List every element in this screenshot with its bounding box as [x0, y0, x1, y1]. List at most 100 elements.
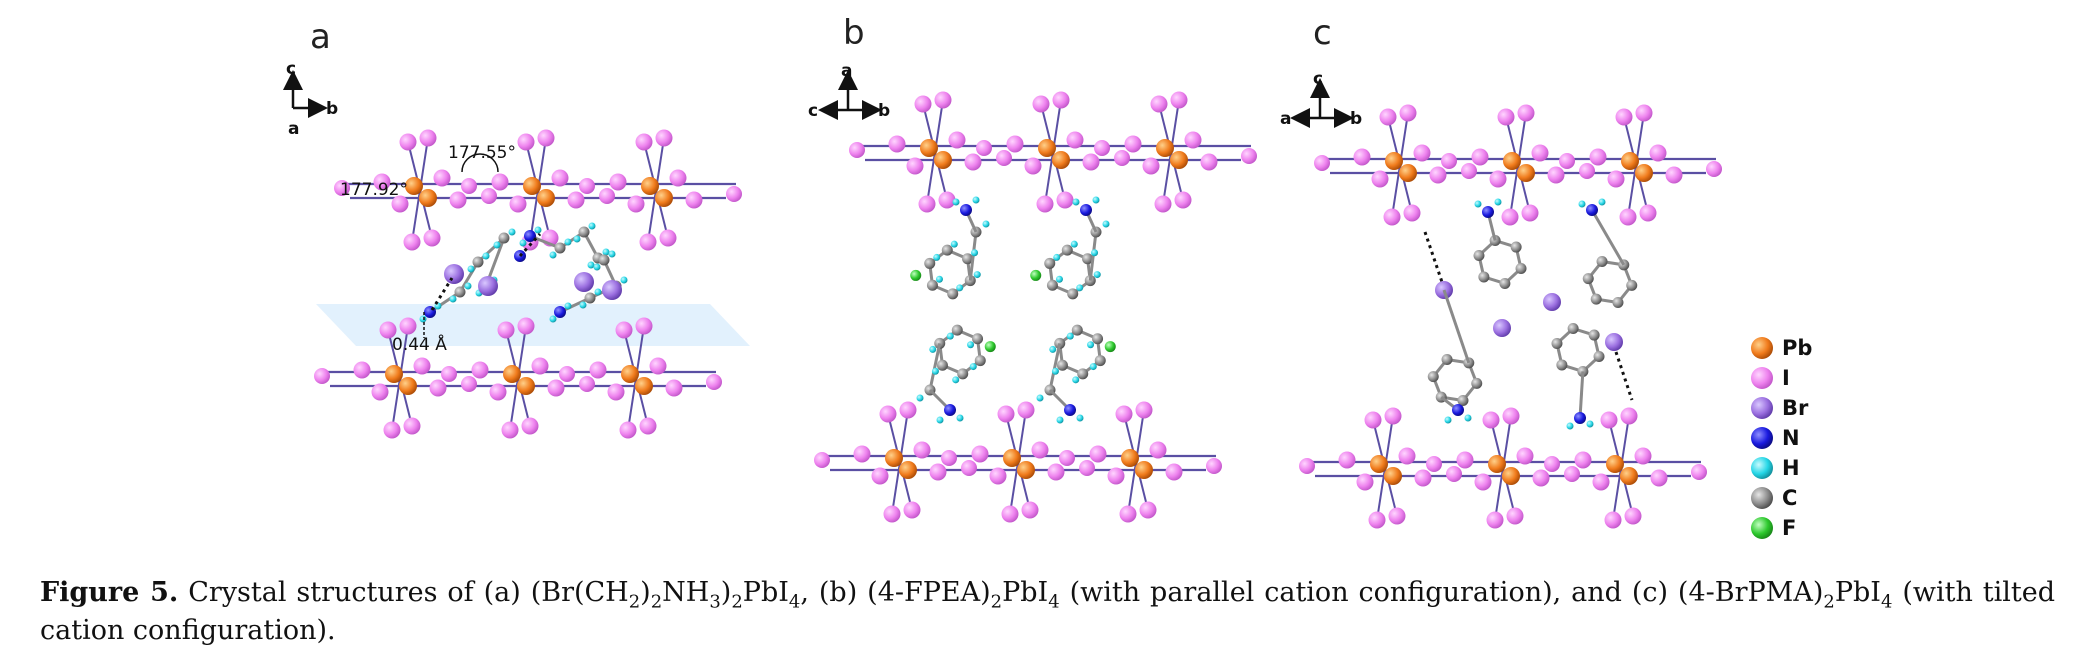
iodine-atom	[1135, 401, 1153, 419]
iodine-atom	[1364, 411, 1382, 429]
iodine-atom	[635, 133, 653, 151]
hydrogen-atom	[916, 394, 924, 402]
carbon-atom	[941, 244, 953, 256]
iodine-atom	[918, 195, 936, 213]
carbon-atom	[1427, 371, 1439, 383]
bromine-atom	[1605, 333, 1623, 351]
iodine-atom	[929, 463, 947, 481]
carbon-atom	[578, 226, 590, 238]
axis-c-up: c	[1313, 69, 1323, 89]
legend-label-i: I	[1782, 366, 1790, 390]
lead-atom	[885, 449, 903, 467]
lead-atom	[537, 189, 555, 207]
hydrogen-atom	[1056, 416, 1064, 424]
caption-subscript: 4	[1880, 591, 1893, 613]
lead-atom	[517, 377, 535, 395]
iodine-atom	[599, 188, 615, 204]
hydrogen-atom	[929, 345, 937, 353]
iodine-atom	[461, 178, 477, 194]
hydrogen-atom	[1036, 394, 1044, 402]
iodine-atom	[639, 233, 657, 251]
hydrogen-atom	[1070, 240, 1078, 248]
caption-subscript: 2	[650, 591, 663, 613]
iodine-atom	[1149, 441, 1167, 459]
iodine-atom	[461, 376, 477, 392]
chain-bond	[1578, 371, 1585, 419]
nitrogen-atom	[524, 230, 536, 242]
iodine-atom	[391, 195, 409, 213]
nitrogen-atom	[944, 404, 956, 416]
hydrogen-atom	[933, 253, 941, 261]
iodine-atom	[669, 169, 687, 187]
iodine-atom	[659, 229, 677, 247]
hydrogen-atom	[946, 332, 954, 340]
chain-bond	[429, 290, 461, 314]
hydrogen-atom	[1578, 200, 1586, 208]
iodine-atom	[314, 368, 330, 384]
iodine-atom	[1066, 131, 1084, 149]
carbon-atom	[951, 324, 963, 336]
hydrogen-atom	[608, 250, 616, 258]
hydrogen-atom	[482, 252, 490, 260]
lead-atom	[621, 365, 639, 383]
iodine-atom	[1384, 407, 1402, 425]
iodine-atom	[521, 417, 539, 435]
iodine-atom	[1650, 469, 1668, 487]
iodine-atom	[1338, 451, 1356, 469]
iodine-atom	[639, 417, 657, 435]
iodine-atom	[371, 383, 389, 401]
iodine-atom	[1371, 170, 1389, 188]
iodine-atom	[814, 452, 830, 468]
iodine-atom	[1489, 170, 1507, 188]
nitrogen-atom	[554, 306, 566, 318]
iodine-atom	[961, 460, 977, 476]
iodine-atom	[497, 321, 515, 339]
fluorine-atom	[1104, 341, 1116, 353]
lead-atom	[1635, 164, 1653, 182]
iodine-atom	[1639, 204, 1657, 222]
axis-a-right: b	[326, 99, 338, 119]
hydrogen-atom	[1049, 345, 1057, 353]
iodine-atom	[1388, 507, 1406, 525]
legend-swatch-c	[1751, 487, 1773, 509]
hydrogen-atom	[936, 416, 944, 424]
carbon-atom	[472, 256, 484, 268]
iodine-atom	[1170, 91, 1188, 109]
hydrogen-atom	[1464, 414, 1472, 422]
iodine-atom	[1119, 505, 1137, 523]
iodine-atom	[531, 357, 549, 375]
crystal-structure-figure: a c b a 177.55° 177.92° 0.44 Å b a b c	[283, 13, 1812, 540]
hydrogen-atom	[956, 284, 964, 292]
lead-atom	[899, 461, 917, 479]
apical-bond	[647, 189, 657, 243]
iodine-atom	[1517, 104, 1535, 122]
iodine-atom	[1506, 507, 1524, 525]
iodine-atom	[1691, 464, 1707, 480]
lead-atom	[635, 377, 653, 395]
caption-subscript: 2	[990, 591, 1003, 613]
axis-b-up: a	[841, 61, 852, 81]
chain-bond	[928, 343, 942, 391]
iodine-atom	[1398, 447, 1416, 465]
iodine-atom	[1047, 463, 1065, 481]
iodine-atom	[1516, 447, 1534, 465]
apical-bond	[891, 461, 901, 515]
iodine-atom	[1056, 191, 1074, 209]
iodine-atom	[1482, 411, 1500, 429]
lead-atom	[405, 177, 423, 195]
lead-atom	[1038, 139, 1056, 157]
iodine-atom	[976, 140, 992, 156]
iodine-atom	[1634, 447, 1652, 465]
iodine-atom	[726, 186, 742, 202]
hydrogen-atom	[549, 251, 557, 259]
iodine-atom	[888, 135, 906, 153]
lead-atom	[1385, 152, 1403, 170]
hydrogen-atom	[449, 295, 457, 303]
iodine-atom	[423, 229, 441, 247]
iodine-atom	[871, 467, 889, 485]
iodine-atom	[627, 195, 645, 213]
iodine-atom	[373, 173, 391, 191]
hydrogen-atom	[1076, 284, 1084, 292]
caption-subscript: 2	[628, 591, 641, 613]
